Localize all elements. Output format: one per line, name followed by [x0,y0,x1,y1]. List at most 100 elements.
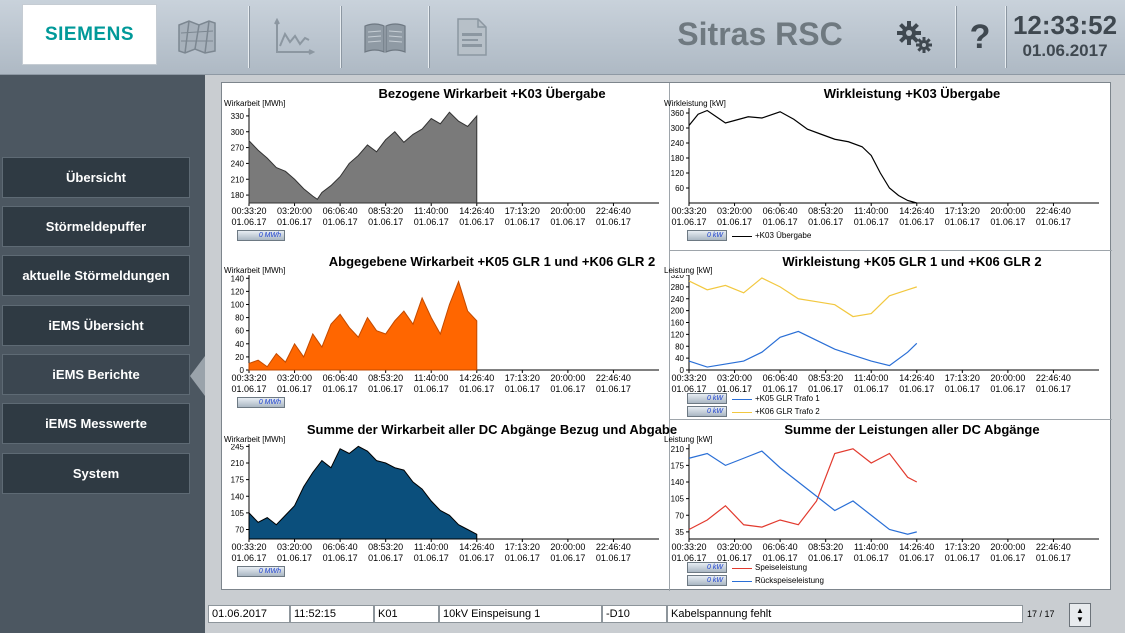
value-box: 0 kW [687,575,727,586]
y-axis-label: Leistung [kW] [664,435,713,444]
header-bar: SIEMENS Sitras R [0,0,1125,75]
status-bar: 01.06.2017 11:52:15 K01 10kV Einspeisung… [205,600,1125,633]
y-axis-label: Leistung [kW] [664,266,713,275]
x-tick-date: 01.06.17 [277,384,313,394]
chart-svg: 180 210 240 270 300 330 [231,108,659,206]
x-tick-time: 22:46:40 [595,206,631,216]
x-tick-date: 01.06.17 [1035,217,1071,227]
chart-svg: 70 105 140 175 210 245 [231,444,659,542]
x-tick-label: 03:20:00 01.06.17 [270,206,320,228]
x-tick-label: 14:26:40 01.06.17 [452,542,502,564]
sidebar-item-label: aktuelle Störmeldungen [22,268,170,283]
sidebar-item-system[interactable]: System [2,453,190,494]
line-series [688,330,918,368]
y-axis-label: Wirkarbeit [MWh] [224,266,286,275]
help-button[interactable]: ? [945,8,1015,66]
report-button[interactable] [436,8,506,66]
sidebar-item-iems-berichte[interactable]: iEMS Berichte [2,354,190,395]
x-tick-label: 20:00:00 01.06.17 [543,542,593,564]
message-scroll-button[interactable]: ▲ ▼ [1069,603,1091,627]
x-tick-label: 03:20:00 01.06.17 [270,542,320,564]
x-tick-label: 00:33:20 01.06.17 [664,542,714,564]
x-tick-time: 03:20:00 [717,373,753,383]
x-tick-date: 01.06.17 [413,217,449,227]
x-tick-time: 06:06:40 [762,542,798,552]
x-tick-label: 06:06:40 01.06.17 [755,373,805,395]
value-box: 0 kW [687,562,727,573]
legend-line [732,568,752,569]
y-tick-label: 35 [675,528,684,537]
chart-title: Summe der Wirkarbeit aller DC Abgänge Be… [306,422,678,437]
x-tick-label: 00:33:20 01.06.17 [224,542,274,564]
x-tick-date: 01.06.17 [595,553,631,563]
x-tick-date: 01.06.17 [277,217,313,227]
x-tick-date: 01.06.17 [853,217,889,227]
settings-button[interactable] [880,8,950,66]
x-tick-date: 01.06.17 [550,553,586,563]
x-tick-label: 06:06:40 01.06.17 [315,542,365,564]
y-axis-label: Wirkarbeit [MWh] [224,99,286,108]
sidebar: Übersicht Störmeldepuffer aktuelle Störm… [0,75,205,633]
chart-plot: 60 120 180 240 300 360 [665,108,1101,207]
line-series [688,448,918,531]
x-tick-label: 00:33:20 01.06.17 [664,373,714,395]
sidebar-item-stoermeldepuffer[interactable]: Störmeldepuffer [2,206,190,247]
x-tick-date: 01.06.17 [231,384,267,394]
header-divider [1005,6,1006,68]
x-tick-date: 01.06.17 [944,384,980,394]
x-tick-label: 22:46:40 01.06.17 [1028,373,1078,395]
x-tick-label: 17:13:20 01.06.17 [497,206,547,228]
sidebar-item-aktuelle-stoermeldungen[interactable]: aktuelle Störmeldungen [2,255,190,296]
x-tick-time: 00:33:20 [671,373,707,383]
x-tick-time: 22:46:40 [1035,206,1071,216]
x-tick-date: 01.06.17 [413,384,449,394]
trend-button[interactable] [258,8,328,66]
chart-svg: 35 70 105 140 175 210 [671,444,1099,542]
sidebar-item-label: System [72,466,120,481]
x-tick-date: 01.06.17 [459,384,495,394]
y-tick-label: 200 [671,307,685,316]
y-tick-label: 360 [671,109,685,118]
x-tick-date: 01.06.17 [368,384,404,394]
line-series [688,109,917,204]
x-tick-date: 01.06.17 [1035,384,1071,394]
x-tick-label: 11:40:00 01.06.17 [846,206,896,228]
x-tick-date: 01.06.17 [368,553,404,563]
header-divider [340,6,341,68]
x-tick-time: 17:13:20 [944,542,980,552]
x-tick-time: 03:20:00 [277,373,313,383]
message-counter: 17 / 17 [1027,609,1055,619]
x-tick-time: 00:33:20 [671,206,707,216]
active-item-arrow-icon [190,356,205,396]
x-tick-label: 08:53:20 01.06.17 [801,542,851,564]
y-tick-label: 140 [231,275,245,283]
y-tick-label: 180 [231,191,245,200]
x-tick-date: 01.06.17 [459,553,495,563]
x-tick-label: 17:13:20 01.06.17 [937,373,987,395]
x-tick-time: 14:26:40 [459,206,495,216]
x-tick-label: 11:40:00 01.06.17 [406,206,456,228]
x-tick-label: 20:00:00 01.06.17 [543,373,593,395]
sidebar-item-iems-messwerte[interactable]: iEMS Messwerte [2,403,190,444]
y-tick-label: 160 [671,319,685,328]
value-box: 0 MWh [237,397,285,408]
status-device: -D10 [602,605,667,623]
y-tick-label: 280 [671,283,685,292]
x-tick-time: 03:20:00 [717,206,753,216]
y-axis-label: Wirkleistung [kW] [664,99,726,108]
book-icon [364,23,406,53]
x-tick-date: 01.06.17 [231,217,267,227]
app-title: Sitras RSC [677,16,843,52]
x-tick-label: 20:00:00 01.06.17 [983,206,1033,228]
x-tick-label: 00:33:20 01.06.17 [224,373,274,395]
manual-button[interactable] [350,8,420,66]
x-tick-date: 01.06.17 [595,217,631,227]
x-tick-time: 22:46:40 [595,373,631,383]
sidebar-item-uebersicht[interactable]: Übersicht [2,157,190,198]
y-tick-label: 60 [675,184,684,193]
y-tick-label: 240 [671,139,685,148]
sidebar-item-iems-uebersicht[interactable]: iEMS Übersicht [2,305,190,346]
map-button[interactable] [162,8,232,66]
x-tick-label: 22:46:40 01.06.17 [1028,542,1078,564]
x-tick-date: 01.06.17 [990,384,1026,394]
